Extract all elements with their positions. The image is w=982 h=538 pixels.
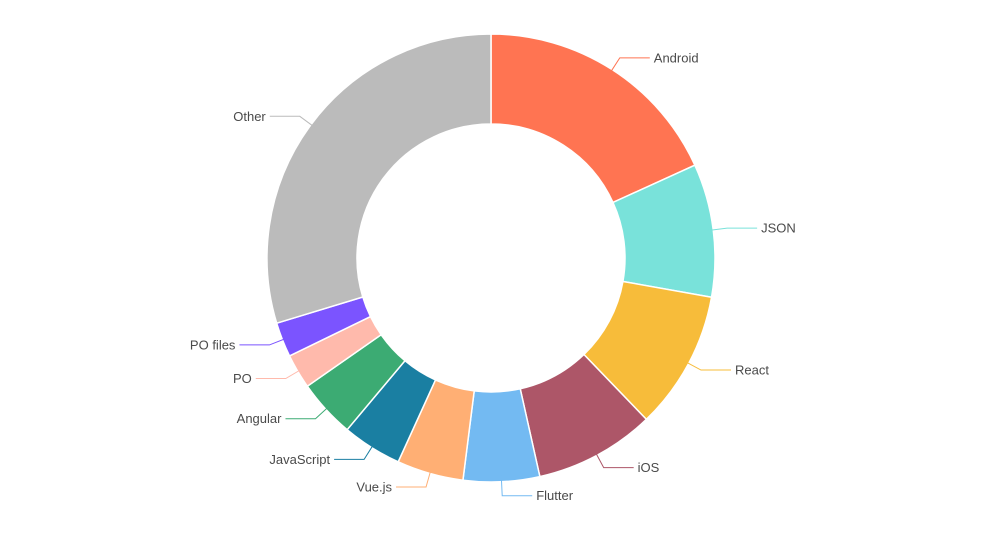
slice-label-javascript: JavaScript bbox=[269, 452, 330, 467]
leader-line-javascript bbox=[334, 442, 376, 460]
slice-label-android: Android bbox=[654, 50, 699, 65]
leaders-layer bbox=[239, 57, 758, 497]
leader-line-json bbox=[707, 227, 758, 232]
labels-layer: Android JSON React iOS Flutter Vue.js JavaScri… bbox=[190, 50, 796, 503]
leader-line-angular bbox=[285, 404, 331, 420]
slice-label-ios: iOS bbox=[638, 460, 660, 475]
slice-label-other: Other bbox=[233, 109, 266, 124]
leader-line-ios bbox=[593, 449, 634, 469]
slice-label-vue-js: Vue.js bbox=[356, 479, 392, 494]
slice-label-angular: Angular bbox=[237, 411, 282, 426]
leader-line-flutter bbox=[500, 475, 533, 497]
slice-other[interactable] bbox=[266, 33, 492, 325]
slices-layer bbox=[266, 33, 716, 483]
slice-label-po: PO bbox=[233, 371, 252, 386]
leader-line-vue-js bbox=[396, 467, 432, 488]
leader-line-android bbox=[608, 57, 650, 75]
slice-label-po-files: PO files bbox=[190, 337, 236, 352]
leader-line-po bbox=[255, 367, 304, 380]
leader-line-react bbox=[683, 360, 731, 371]
leader-line-po-files bbox=[239, 337, 289, 346]
slice-label-flutter: Flutter bbox=[536, 488, 574, 503]
slice-label-json: JSON bbox=[761, 221, 796, 236]
slice-label-react: React bbox=[735, 363, 769, 378]
slice-android[interactable] bbox=[490, 33, 696, 204]
leader-line-other bbox=[269, 115, 317, 129]
